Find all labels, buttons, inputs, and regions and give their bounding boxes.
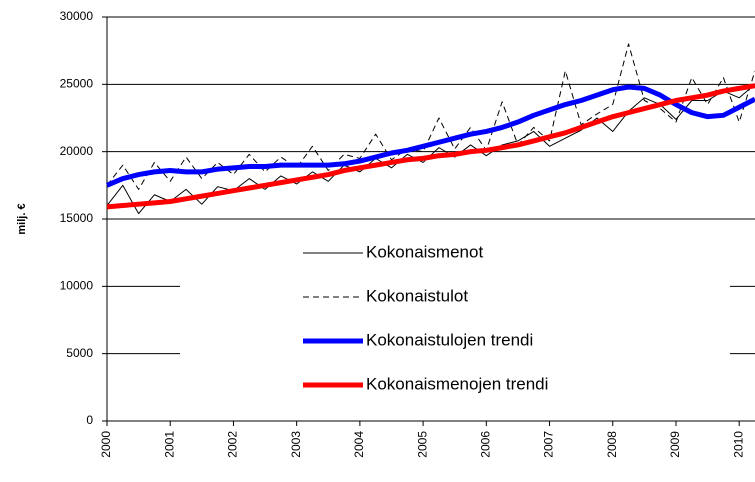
x-tick-label: 2006 <box>478 431 492 458</box>
x-tick-label: 2010 <box>731 431 745 458</box>
legend-label: Kokonaismenot <box>366 242 483 261</box>
x-tick-label: 2001 <box>162 431 176 458</box>
y-tick-label: 0 <box>86 413 93 427</box>
y-tick-label: 5000 <box>66 346 93 360</box>
x-tick-label: 2008 <box>605 431 619 458</box>
series-line <box>106 43 755 190</box>
y-tick-label: 10000 <box>60 279 94 293</box>
y-axis-label: milj. € <box>16 203 28 234</box>
series-line <box>106 83 755 210</box>
y-tick-label: 25000 <box>60 77 94 91</box>
x-tick-label: 2004 <box>352 431 366 458</box>
series-line <box>106 84 755 188</box>
legend-label: Kokonaismenojen trendi <box>366 374 548 393</box>
y-tick-label: 20000 <box>60 144 94 158</box>
x-tick-label: 2007 <box>542 431 556 458</box>
legend-label: Kokonaistulojen trendi <box>366 330 533 349</box>
legend-label: Kokonaistulot <box>366 286 468 305</box>
y-tick-label: 30000 <box>60 9 94 23</box>
x-tick-label: 2002 <box>226 431 240 458</box>
x-tick-label: 2005 <box>415 431 429 458</box>
x-tick-label: 2009 <box>668 431 682 458</box>
x-tick-label: 2000 <box>99 431 113 458</box>
x-tick-label: 2003 <box>289 431 303 458</box>
y-tick-label: 15000 <box>60 211 94 225</box>
legend-box <box>180 232 730 408</box>
